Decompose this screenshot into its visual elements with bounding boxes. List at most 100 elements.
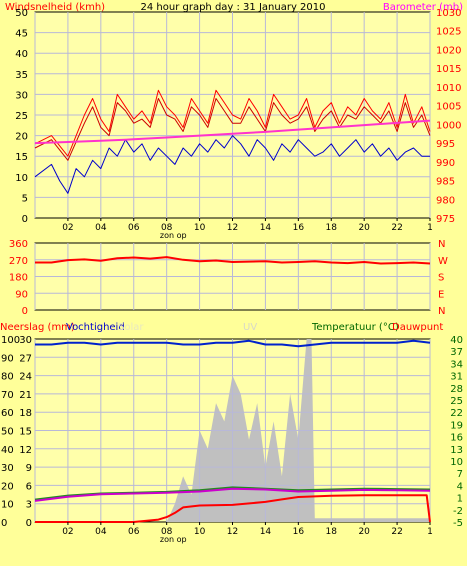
temperature-y-tick-label: 31 [450,372,463,383]
compass-tick-label: S [438,273,444,284]
wind-speed-y-tick-label: 45 [15,29,28,40]
wind-speed-y-tick-label: 15 [15,152,28,163]
temperature-y-tick-label: 16 [450,433,463,444]
wind-speed-x-tick-label: 14 [260,223,272,233]
barometer-y-tick-label: 1020 [436,45,461,56]
wind-speed-y-tick-label: 5 [22,193,28,204]
wind-speed-axis-title: Windsnelheid (kmh) [5,2,105,13]
weather-left-y-tick-label: 40 [1,445,14,456]
wind-series-2 [34,135,430,194]
wind-direction-series-0 [35,256,431,265]
weather-x-tick-label: 08 [161,527,173,537]
weather-left-y-tick-label: 60 [1,408,14,419]
temperature-y-tick-label: 4 [457,481,463,492]
weather-x-tick-label: 04 [95,527,107,537]
weather-series-3 [34,487,431,502]
barometer-y-tick-label: 985 [436,177,455,188]
wind-speed-x-tick-label: 10 [194,223,206,233]
weather-x-tick-label: 20 [358,527,370,537]
weather-left-y-tick-label: 50 [1,427,14,438]
wind-speed-y-tick-label: 0 [22,214,28,225]
wind-speed-x-tick-label: 1 [427,223,433,233]
weather-series-4 [35,494,431,523]
barometer-axis-title: Barometer (mb) [383,2,463,13]
barometer-y-tick-label: 1030 [436,8,461,19]
wind-speed-x-tick-label: 04 [95,223,107,233]
temperature-y-tick-label: 28 [450,384,463,395]
weather-x-tick-label: 10 [194,527,206,537]
compass-tick-label: E [438,289,444,300]
weather-left-y-tick-label: 20 [1,481,14,492]
weather-mid-y-tick-label: 0 [26,518,32,529]
compass-tick-label: N [438,239,445,250]
weather-mid-y-tick-label: 18 [19,408,32,419]
barometer-y-tick-label: 980 [436,195,455,206]
weather-mid-y-tick-label: 21 [19,390,32,401]
weather-mid-y-tick-label: 15 [19,427,32,438]
barometer-y-tick-label: 1000 [436,120,461,131]
weather-x-tick-label: 1 [427,527,433,537]
temperature-y-tick-label: 25 [450,396,463,407]
wind-series-3 [34,119,431,145]
wind-speed-y-tick-label: 40 [15,49,28,60]
weather-legend-item-4: Temperatuur (°C) [311,322,399,333]
weather-mid-y-tick-label: 6 [26,481,32,492]
weather-mid-y-tick-label: 12 [19,445,32,456]
weather-left-y-tick-label: 0 [1,518,7,529]
weather-sunrise-label: zon op [160,535,187,544]
wind-speed-x-tick-label: 12 [227,223,238,233]
temperature-y-tick-label: 34 [450,359,463,370]
weather-x-tick-label: 06 [128,527,140,537]
temperature-y-tick-label: 10 [450,457,463,468]
weather-legend-item-0: Neerslag (mm) [0,322,75,333]
weather-left-y-tick-label: 80 [1,372,14,383]
wind-speed-y-tick-label: 10 [15,173,28,184]
wind-speed-x-tick-label: 16 [293,223,305,233]
wind-speed-x-tick-label: 20 [358,223,370,233]
weather-x-tick-label: 14 [260,527,272,537]
barometer-y-tick-label: 1015 [436,64,461,75]
weather-mid-y-tick-label: 24 [19,372,32,383]
wind-speed-sunrise-label: zon op [160,231,187,240]
weather-legend-item-5: Dauwpunt [392,322,443,333]
weather-legend-item-3: UV [243,322,257,333]
compass-tick-label: W [438,256,448,267]
weather-x-tick-label: 16 [293,527,305,537]
wind-series-1 [34,98,431,161]
wind-speed-y-tick-label: 35 [15,70,28,81]
temperature-y-tick-label: -2 [453,506,463,517]
weather-x-tick-label: 12 [227,527,238,537]
compass-tick-label: N [438,306,445,317]
weather-legend-item-1: Vochtigheid [66,322,125,333]
weather-x-tick-label: 18 [326,527,338,537]
temperature-y-tick-label: 19 [450,420,463,431]
barometer-y-tick-label: 995 [436,139,455,150]
weather-left-y-tick-label: 10 [1,500,14,511]
wind-direction-y-tick-label: 180 [9,273,28,284]
barometer-y-tick-label: 1025 [436,27,461,38]
temperature-y-tick-label: 22 [450,408,463,419]
weather-mid-y-tick-label: 3 [26,500,32,511]
temperature-y-tick-label: 7 [457,469,463,480]
wind-speed-x-tick-label: 02 [62,223,73,233]
wind-direction-y-tick-label: 90 [15,289,28,300]
temperature-y-tick-label: 37 [450,347,463,358]
weather-mid-y-tick-label: 9 [26,463,32,474]
wind-direction-y-tick-label: 360 [9,239,28,250]
weather-x-tick-label: 02 [62,527,73,537]
wind-speed-x-tick-label: 22 [391,223,402,233]
wind-series-0 [34,89,431,157]
wind-direction-y-tick-label: 0 [22,306,28,317]
weather-series-1 [35,339,431,348]
weather-legend-item-2: Solar [118,322,144,333]
barometer-y-tick-label: 975 [436,214,455,225]
wind-speed-y-tick-label: 30 [15,90,28,101]
chart-title: 24 hour graph day : 31 January 2010 [141,2,326,13]
barometer-y-tick-label: 1005 [436,102,461,113]
temperature-y-tick-label: 13 [450,445,463,456]
weather-x-tick-label: 22 [391,527,402,537]
barometer-y-tick-label: 990 [436,158,455,169]
wind-speed-y-tick-label: 25 [15,111,28,122]
